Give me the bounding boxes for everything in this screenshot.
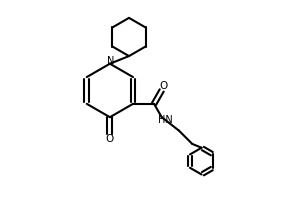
Text: O: O xyxy=(106,134,114,144)
Text: O: O xyxy=(160,81,168,91)
Text: N: N xyxy=(107,56,115,66)
Text: HN: HN xyxy=(158,115,172,125)
